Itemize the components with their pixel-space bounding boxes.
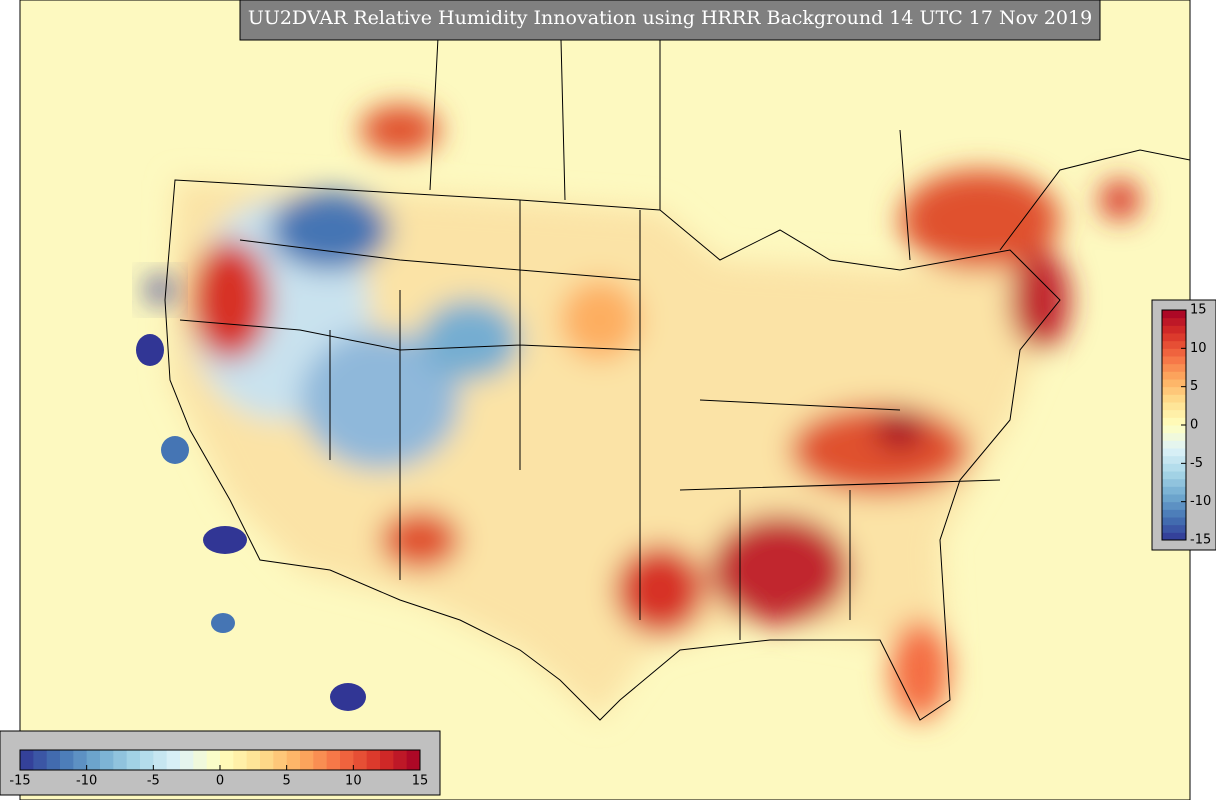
colorbar-segment [1162, 448, 1186, 457]
colorbar-segment [1162, 379, 1186, 388]
colorbar-segment [1162, 394, 1186, 403]
colorbar-segment [153, 750, 168, 770]
colorbar-segment [1162, 371, 1186, 380]
colorbar-segment [1162, 363, 1186, 372]
colorbar-tick-label: 5 [283, 774, 291, 789]
colorbar-segment [1162, 386, 1186, 395]
humidity-field [170, 105, 1140, 720]
colorbar-tick-label: -15 [1190, 533, 1211, 548]
colorbar-segment [1162, 494, 1186, 503]
colorbar-segment [246, 750, 261, 770]
colorbar-segment [33, 750, 48, 770]
colorbar-segment [286, 750, 301, 770]
colorbar-segment [1162, 440, 1186, 449]
colorbar-segment [1162, 463, 1186, 472]
colorbar-tick-label: -10 [1190, 494, 1211, 509]
colorbar-segment [233, 750, 248, 770]
colorbar-tick-label: -10 [76, 774, 97, 789]
colorbar-segment [100, 750, 114, 770]
colorbar-tick-label: 15 [1190, 303, 1207, 318]
colorbar-segment [1162, 325, 1186, 334]
colorbar-segment [206, 750, 221, 770]
colorbar-segment [220, 750, 234, 770]
colorbar-segment [20, 750, 34, 770]
colorbar-tick-label: 5 [1190, 379, 1198, 394]
colorbar-segment [126, 750, 141, 770]
colorbar-segment [1162, 517, 1186, 526]
colorbar-tick-label: 0 [216, 774, 224, 789]
colorbar-segment [1162, 402, 1186, 411]
colorbar-segment [166, 750, 181, 770]
colorbar-segment [313, 750, 328, 770]
colorbar-segment [300, 750, 314, 770]
colorbar-segment [1162, 348, 1186, 357]
colorbar-tick-label: 0 [1190, 418, 1198, 433]
colorbar-tick-label: -5 [1190, 456, 1203, 471]
colorbar-segment [1162, 417, 1186, 426]
colorbar-segment [340, 750, 354, 770]
colorbar-segment [1162, 340, 1186, 349]
colorbar-segment [1162, 478, 1186, 487]
colorbar-tick-label: 10 [1190, 341, 1207, 356]
colorbar-segment [406, 750, 421, 770]
colorbar-segment [1162, 310, 1186, 319]
colorbar-tick-label: 10 [345, 774, 362, 789]
colorbar-segment [1162, 509, 1186, 518]
colorbar-segment [113, 750, 128, 770]
colorbar-segment [1162, 471, 1186, 480]
colorbar-segment [140, 750, 154, 770]
colorbar-segment [366, 750, 381, 770]
colorbar-segment [1162, 432, 1186, 441]
colorbar-segment [180, 750, 194, 770]
colorbar-segment [1162, 486, 1186, 495]
colorbar-segment [326, 750, 341, 770]
colorbar-segment [273, 750, 288, 770]
colorbar-segment [1162, 501, 1186, 510]
colorbar-segment [1162, 455, 1186, 464]
colorbar-segment [393, 750, 408, 770]
colorbar-segment [1162, 317, 1186, 326]
colorbar-segment [1162, 333, 1186, 342]
colorbar-segment [1162, 524, 1186, 533]
colorbar-segment [380, 750, 394, 770]
colorbar-segment [46, 750, 61, 770]
colorbar-segment [193, 750, 208, 770]
title: UU2DVAR Relative Humidity Innovation usi… [248, 7, 1092, 29]
colorbar-tick-label: 15 [412, 774, 429, 789]
title-box [239, 0, 1101, 41]
colorbar-tick-label: -15 [9, 774, 30, 789]
colorbar-tick-label: -5 [147, 774, 160, 789]
colorbar-segment [260, 750, 274, 770]
colorbar-segment [353, 750, 368, 770]
boundaries [164, 0, 1191, 721]
colorbar-segment [1162, 532, 1186, 541]
colorbar-segment [73, 750, 88, 770]
colorbar-segment [60, 750, 74, 770]
ocean-features [136, 276, 366, 711]
colorbar-segment [1162, 425, 1186, 434]
colorbar-segment [1162, 356, 1186, 365]
colorbar-segment [1162, 409, 1186, 418]
colorbar-segment [86, 750, 101, 770]
